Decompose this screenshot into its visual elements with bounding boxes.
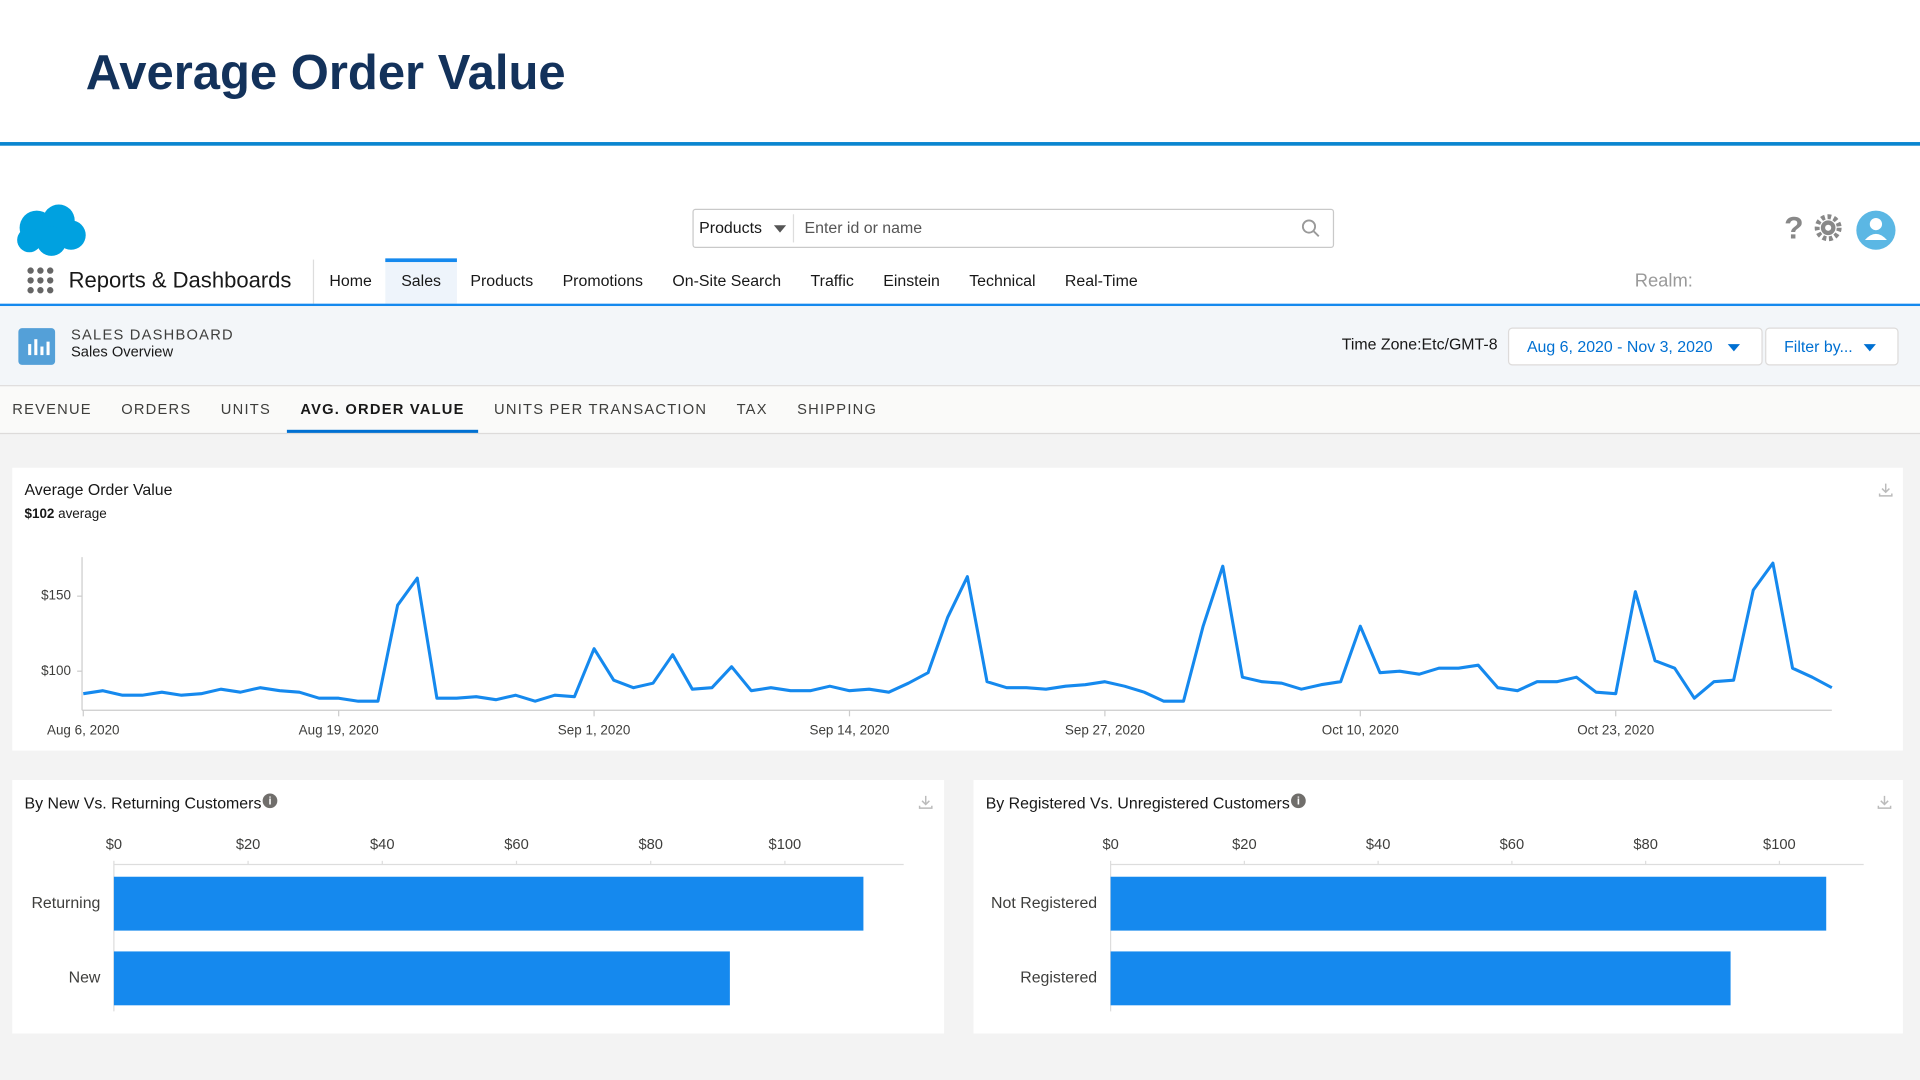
info-icon-glyph: i [268, 795, 271, 807]
download-icon[interactable] [1877, 795, 1892, 809]
y-tick-label: Returning [31, 895, 100, 912]
info-icon[interactable] [1291, 793, 1306, 809]
info-icon-glyph: i [1297, 795, 1300, 807]
nav-item[interactable]: Technical [969, 273, 1035, 290]
x-tick-label: Sep 14, 2020 [809, 723, 889, 738]
chart-title: By Registered Vs. Unregistered Customers [986, 796, 1290, 813]
x-tick-label: Sep 27, 2020 [1065, 723, 1145, 738]
nav-item[interactable]: Promotions [563, 273, 643, 290]
chart-title: By New Vs. Returning Customers [24, 796, 261, 813]
y-tick-label: $100 [41, 663, 71, 678]
x-tick-label: $0 [106, 837, 122, 853]
y-tick-label: Registered [1020, 970, 1097, 987]
nav-active-bar [385, 258, 457, 263]
date-range[interactable]: Aug 6, 2020 - Nov 3, 2020 [1527, 339, 1713, 356]
nav: Home Sales Products Promotions On-Site Searc… [329, 258, 1138, 304]
bar [113, 951, 730, 1006]
x-tick-label: $60 [1500, 837, 1525, 853]
tab-bar [0, 386, 1920, 434]
download-icon[interactable] [1878, 483, 1893, 497]
bar [1110, 876, 1827, 931]
tab[interactable]: ORDERS [121, 402, 191, 418]
x-tick-label: $0 [1102, 837, 1118, 853]
tab[interactable]: AVG. ORDER VALUE [300, 402, 464, 418]
x-tick-label: Oct 23, 2020 [1577, 723, 1654, 738]
x-tick-label: $80 [638, 837, 663, 853]
time-zone: Time Zone:Etc/GMT-8 [1342, 337, 1498, 354]
tab[interactable]: SHIPPING [797, 402, 877, 418]
x-tick-label: $20 [236, 837, 261, 853]
search-box[interactable] [692, 208, 1335, 248]
settings-icon[interactable] [1814, 214, 1842, 242]
subtitle-value: $102 [24, 506, 54, 521]
y-tick-label: Not Registered [991, 895, 1097, 912]
x-tick-label: Sep 1, 2020 [558, 723, 631, 738]
slide-title: Average Order Value [86, 46, 566, 100]
x-tick-label: $40 [370, 837, 395, 853]
title-rule [0, 142, 1920, 146]
nav-item[interactable]: Einstein [883, 273, 940, 290]
line-series [83, 561, 1833, 703]
nav-active [385, 259, 457, 304]
x-tick-label: Aug 19, 2020 [299, 723, 379, 738]
y-tick-label: New [69, 970, 101, 987]
avatar[interactable] [1856, 210, 1896, 250]
nav-item[interactable]: Sales [401, 273, 441, 290]
filter-button[interactable] [1765, 327, 1899, 366]
download-icon[interactable] [918, 795, 933, 809]
nav-item[interactable]: Products [470, 273, 533, 290]
tab[interactable]: TAX [737, 402, 768, 418]
app-launcher[interactable] [27, 267, 54, 294]
tabs: REVENUE ORDERS UNITS AVG. ORDER VALUE UNITS … [12, 402, 877, 434]
tab[interactable]: UNITS [221, 402, 271, 418]
nav-item[interactable]: Real-Time [1065, 273, 1138, 290]
bar [1110, 951, 1731, 1006]
search-placeholder[interactable]: Enter id or name [804, 220, 922, 237]
card [12, 467, 1903, 751]
dashboard-name: Sales Overview [71, 345, 173, 361]
nav-rule [0, 303, 1920, 307]
dashboard-kind: SALES DASHBOARD [71, 327, 234, 343]
realm: Realm: [1635, 269, 1693, 290]
search-scope[interactable]: Products [699, 220, 762, 237]
x-tick-label: $60 [504, 837, 529, 853]
tab-active-bar [286, 429, 479, 434]
charts: Average Order Value $102 average $100 $150 Au… [24, 482, 1893, 1012]
filter-label[interactable]: Filter by... [1784, 339, 1853, 356]
chart-title: Average Order Value [24, 482, 172, 499]
tab[interactable]: UNITS PER TRANSACTION [494, 402, 707, 418]
logo [17, 204, 86, 256]
x-tick-label: $40 [1366, 837, 1391, 853]
x-tick-label: $20 [1232, 837, 1257, 853]
x-tick-label: $100 [1763, 837, 1796, 853]
tab[interactable]: REVENUE [12, 402, 92, 418]
info-icon[interactable] [262, 793, 278, 809]
subtitle: average [58, 506, 107, 521]
help-icon[interactable]: ? [1784, 210, 1803, 246]
date-range-button[interactable] [1507, 327, 1763, 366]
x-tick-label: $80 [1633, 837, 1658, 853]
app-name: Reports & Dashboards [69, 267, 292, 292]
nav-item[interactable]: Home [329, 273, 372, 290]
x-tick-label: Aug 6, 2020 [47, 723, 120, 738]
y-tick-label: $150 [41, 588, 71, 603]
x-tick-label: $100 [769, 837, 802, 853]
nav-item[interactable]: On-Site Search [672, 273, 781, 290]
nav-item[interactable]: Traffic [811, 273, 854, 290]
x-tick-label: Oct 10, 2020 [1322, 723, 1399, 738]
bar [113, 876, 864, 931]
dashboard-icon [18, 328, 56, 365]
